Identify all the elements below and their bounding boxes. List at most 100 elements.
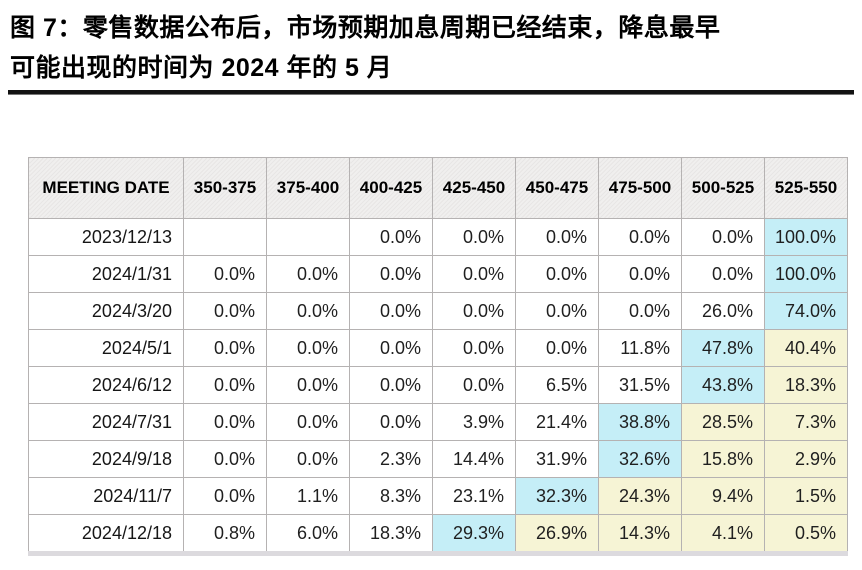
probability-cell: 23.1%	[432, 477, 516, 515]
probability-cell: 0.0%	[598, 218, 682, 256]
probability-cell: 0.0%	[266, 403, 350, 441]
table-header: MEETING DATE 350-375 375-400 400-425 425-450…	[28, 157, 848, 219]
date-cell: 2024/9/18	[28, 440, 184, 478]
rate-probability-table: MEETING DATE 350-375 375-400 400-425 425-450…	[28, 157, 848, 556]
probability-cell: 0.0%	[183, 403, 267, 441]
probability-cell: 0.0%	[266, 329, 350, 367]
column-header-rate-range: 525-550	[764, 157, 848, 219]
probability-cell: 0.0%	[598, 292, 682, 330]
probability-cell: 0.0%	[183, 366, 267, 404]
probability-cell: 0.0%	[515, 329, 599, 367]
table-row: 2024/12/18 0.8% 6.0% 18.3% 29.3% 26.9% 14.3% 4.…	[28, 514, 848, 554]
probability-cell: 7.3%	[764, 403, 848, 441]
probability-cell: 74.0%	[764, 292, 848, 330]
table-row: 2024/7/31 0.0% 0.0% 0.0% 3.9% 21.4% 38.8% 28.5%…	[28, 403, 848, 441]
date-cell: 2024/7/31	[28, 403, 184, 441]
column-header-rate-range: 500-525	[681, 157, 765, 219]
probability-cell: 100.0%	[764, 218, 848, 256]
probability-cell: 0.0%	[183, 440, 267, 478]
probability-cell: 0.0%	[432, 292, 516, 330]
column-header-rate-range: 350-375	[183, 157, 267, 219]
table-row: 2024/1/31 0.0% 0.0% 0.0% 0.0% 0.0% 0.0% 0.0% 100…	[28, 255, 848, 293]
probability-cell: 38.8%	[598, 403, 682, 441]
figure-title-line1: 图 7：零售数据公布后，市场预期加息周期已经结束，降息最早	[10, 14, 721, 42]
probability-cell: 40.4%	[764, 329, 848, 367]
probability-cell: 0.0%	[349, 218, 433, 256]
table-body: 2023/12/13 0.0% 0.0% 0.0% 0.0% 0.0% 100.0% 2024…	[28, 218, 848, 554]
probability-cell: 9.4%	[681, 477, 765, 515]
probability-cell: 0.0%	[349, 255, 433, 293]
probability-cell: 0.0%	[183, 255, 267, 293]
probability-cell: 28.5%	[681, 403, 765, 441]
probability-cell: 0.0%	[515, 218, 599, 256]
probability-cell: 8.3%	[349, 477, 433, 515]
header-row: MEETING DATE 350-375 375-400 400-425 425-450…	[28, 157, 848, 219]
table-row: 2024/6/12 0.0% 0.0% 0.0% 0.0% 6.5% 31.5% 43.8% 1…	[28, 366, 848, 404]
probability-cell: 24.3%	[598, 477, 682, 515]
figure-title: 图 7：零售数据公布后，市场预期加息周期已经结束，降息最早 可能出现的时间为 2…	[10, 8, 852, 88]
probability-cell: 6.0%	[266, 514, 350, 554]
probability-cell: 2.9%	[764, 440, 848, 478]
probability-cell: 0.0%	[183, 329, 267, 367]
probability-cell	[266, 218, 350, 256]
probability-cell: 0.0%	[349, 366, 433, 404]
probability-cell: 18.3%	[349, 514, 433, 554]
probability-cell: 0.8%	[183, 514, 267, 554]
probability-cell: 4.1%	[681, 514, 765, 554]
probability-cell: 0.0%	[598, 255, 682, 293]
column-header-rate-range: 475-500	[598, 157, 682, 219]
probability-cell: 18.3%	[764, 366, 848, 404]
probability-cell	[183, 218, 267, 256]
probability-cell: 3.9%	[432, 403, 516, 441]
probability-cell: 26.0%	[681, 292, 765, 330]
figure-title-line2: 可能出现的时间为 2024 年的 5 月	[10, 54, 393, 82]
probability-cell: 0.0%	[183, 292, 267, 330]
probability-cell: 31.5%	[598, 366, 682, 404]
probability-cell: 15.8%	[681, 440, 765, 478]
table-container: MEETING DATE 350-375 375-400 400-425 425-450…	[28, 157, 862, 556]
probability-cell: 0.0%	[432, 366, 516, 404]
probability-cell: 32.3%	[515, 477, 599, 515]
probability-cell: 0.0%	[515, 292, 599, 330]
probability-cell: 0.0%	[681, 218, 765, 256]
column-header-rate-range: 375-400	[266, 157, 350, 219]
probability-cell: 0.0%	[681, 255, 765, 293]
probability-cell: 32.6%	[598, 440, 682, 478]
probability-cell: 11.8%	[598, 329, 682, 367]
probability-cell: 47.8%	[681, 329, 765, 367]
date-cell: 2024/11/7	[28, 477, 184, 515]
probability-cell: 0.0%	[266, 366, 350, 404]
table-row: 2024/9/18 0.0% 0.0% 2.3% 14.4% 31.9% 32.6% 15.8…	[28, 440, 848, 478]
column-header-rate-range: 400-425	[349, 157, 433, 219]
probability-cell: 26.9%	[515, 514, 599, 554]
probability-cell: 0.0%	[266, 255, 350, 293]
date-cell: 2024/5/1	[28, 329, 184, 367]
probability-cell: 100.0%	[764, 255, 848, 293]
probability-cell: 1.1%	[266, 477, 350, 515]
probability-cell: 0.0%	[349, 403, 433, 441]
table-row: 2023/12/13 0.0% 0.0% 0.0% 0.0% 0.0% 100.0%	[28, 218, 848, 256]
probability-cell: 0.0%	[432, 218, 516, 256]
column-header-rate-range: 450-475	[515, 157, 599, 219]
table-row: 2024/5/1 0.0% 0.0% 0.0% 0.0% 0.0% 11.8% 47.8% 40…	[28, 329, 848, 367]
probability-cell: 21.4%	[515, 403, 599, 441]
probability-cell: 0.0%	[432, 255, 516, 293]
title-divider	[8, 90, 854, 95]
probability-cell: 0.0%	[349, 329, 433, 367]
probability-cell: 2.3%	[349, 440, 433, 478]
date-cell: 2024/1/31	[28, 255, 184, 293]
date-cell: 2024/3/20	[28, 292, 184, 330]
probability-cell: 14.4%	[432, 440, 516, 478]
probability-cell: 0.0%	[349, 292, 433, 330]
probability-cell: 0.5%	[764, 514, 848, 554]
probability-cell: 29.3%	[432, 514, 516, 554]
probability-cell: 0.0%	[183, 477, 267, 515]
probability-cell: 0.0%	[266, 292, 350, 330]
date-cell: 2024/6/12	[28, 366, 184, 404]
probability-cell: 43.8%	[681, 366, 765, 404]
table-row: 2024/11/7 0.0% 1.1% 8.3% 23.1% 32.3% 24.3% 9.4%…	[28, 477, 848, 515]
probability-cell: 0.0%	[432, 329, 516, 367]
probability-cell: 31.9%	[515, 440, 599, 478]
probability-cell: 14.3%	[598, 514, 682, 554]
date-cell: 2024/12/18	[28, 514, 184, 554]
